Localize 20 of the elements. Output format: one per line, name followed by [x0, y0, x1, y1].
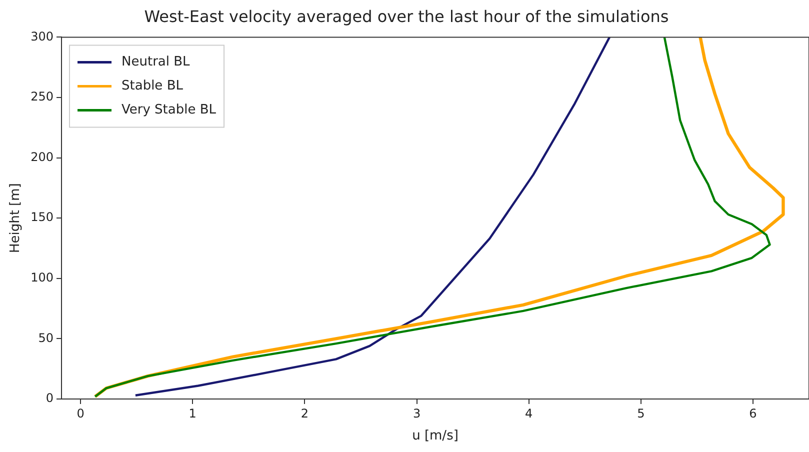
chart-title: West-East velocity averaged over the last hour of the simulations	[144, 6, 669, 26]
y-tick-label: 250	[30, 90, 54, 104]
x-tick-label: 4	[525, 406, 533, 420]
y-axis-title: Height [m]	[8, 183, 24, 254]
legend-label: Neutral BL	[122, 54, 191, 70]
x-tick-label: 5	[637, 406, 645, 420]
y-tick-label: 150	[30, 210, 54, 224]
x-tick-label: 2	[300, 406, 309, 420]
y-tick-label: 50	[38, 330, 54, 345]
x-axis-title: u [m/s]	[412, 428, 458, 444]
y-tick-label: 100	[30, 270, 54, 285]
y-tick-label: 300	[30, 29, 54, 44]
y-tick-label: 0	[46, 391, 54, 406]
x-tick-label: 0	[76, 406, 84, 420]
x-tick-label: 1	[188, 406, 196, 420]
legend-label: Stable BL	[122, 78, 184, 94]
legend-label: Very Stable BL	[122, 102, 217, 118]
x-tick-label: 6	[749, 406, 757, 420]
y-tick-label: 200	[30, 150, 54, 164]
x-tick-label: 3	[412, 406, 421, 420]
